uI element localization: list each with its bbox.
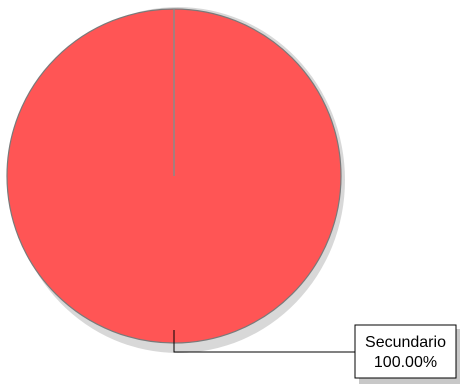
callout-leader-line (173, 330, 356, 353)
pie-slices (6, 8, 342, 344)
slice-percent-label: 100.00% (374, 354, 437, 371)
callout-box (354, 324, 457, 379)
slice-label: Secundario (365, 334, 446, 351)
pie-callouts: Secundario 100.00% (173, 324, 460, 384)
